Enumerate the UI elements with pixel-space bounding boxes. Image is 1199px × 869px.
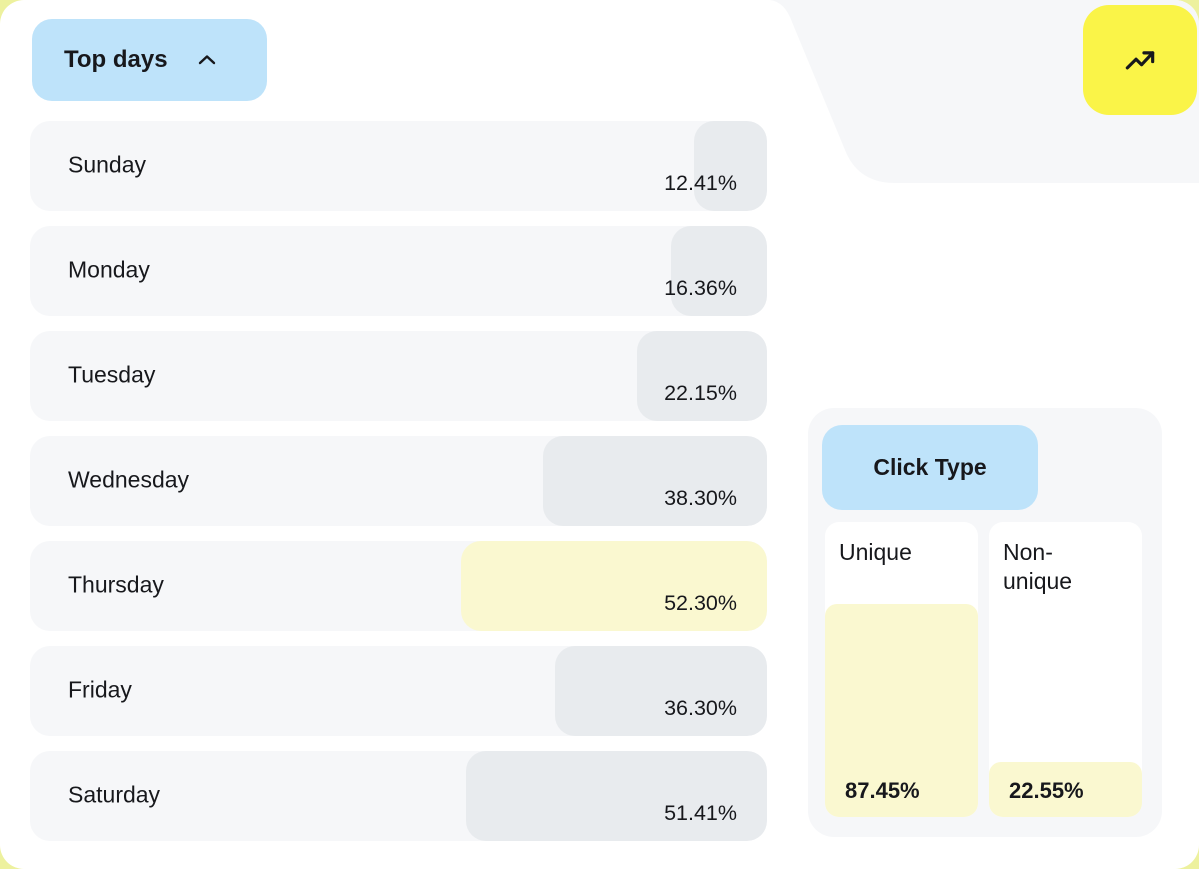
- day-row-tuesday: Tuesday 22.15%: [30, 331, 767, 421]
- day-label: Saturday: [68, 781, 161, 808]
- day-row-monday: Monday 16.36%: [30, 226, 767, 316]
- click-type-panel: Click Type Unique 87.45% Non-unique 22.5…: [808, 408, 1162, 837]
- chevron-up-icon: [194, 51, 220, 69]
- day-value: 22.15%: [664, 381, 737, 405]
- day-value: 36.30%: [664, 696, 737, 720]
- unique-bar: 87.45%: [825, 604, 978, 817]
- day-label: Wednesday: [68, 466, 190, 493]
- day-label: Friday: [68, 676, 132, 703]
- day-value: 52.30%: [664, 591, 737, 615]
- top-days-toggle[interactable]: Top days: [32, 19, 267, 101]
- top-days-label: Top days: [64, 46, 168, 73]
- bar-wednesday: [543, 436, 767, 526]
- trending-up-icon: [1121, 41, 1159, 79]
- day-row-sunday: Sunday 12.41%: [30, 121, 767, 211]
- top-days-list: Sunday 12.41% Monday 16.36% Tuesday 22.1…: [30, 121, 767, 841]
- trending-stats-button[interactable]: [1083, 5, 1197, 115]
- day-label: Tuesday: [68, 361, 156, 388]
- click-type-label-badge: Click Type: [822, 425, 1038, 510]
- bar-friday: [554, 646, 767, 736]
- unique-label: Unique: [839, 539, 912, 565]
- day-label: Monday: [68, 256, 150, 283]
- non-unique-label: Non-unique: [1003, 539, 1073, 594]
- day-value: 38.30%: [664, 486, 737, 510]
- day-value: 51.41%: [664, 801, 737, 825]
- bar-saturday: [466, 751, 767, 841]
- day-row-friday: Friday 36.30%: [30, 646, 767, 736]
- click-type-cards: Unique 87.45% Non-unique 22.55%: [825, 522, 1142, 817]
- unique-card: Unique 87.45%: [825, 522, 978, 817]
- day-row-thursday: Thursday 52.30%: [30, 541, 767, 631]
- unique-value: 87.45%: [845, 778, 920, 803]
- bar-thursday-highlighted: [461, 541, 767, 631]
- day-label: Thursday: [68, 571, 164, 598]
- day-row-saturday: Saturday 51.41%: [30, 751, 767, 841]
- non-unique-bar: 22.55%: [989, 762, 1142, 817]
- non-unique-card: Non-unique 22.55%: [989, 522, 1142, 817]
- bar-sunday: [694, 121, 767, 211]
- day-label: Sunday: [68, 151, 147, 178]
- day-value: 16.36%: [664, 276, 737, 300]
- bar-tuesday: [637, 331, 767, 421]
- day-value: 12.41%: [664, 171, 737, 195]
- bar-monday: [671, 226, 767, 316]
- non-unique-value: 22.55%: [1009, 778, 1084, 803]
- day-row-wednesday: Wednesday 38.30%: [30, 436, 767, 526]
